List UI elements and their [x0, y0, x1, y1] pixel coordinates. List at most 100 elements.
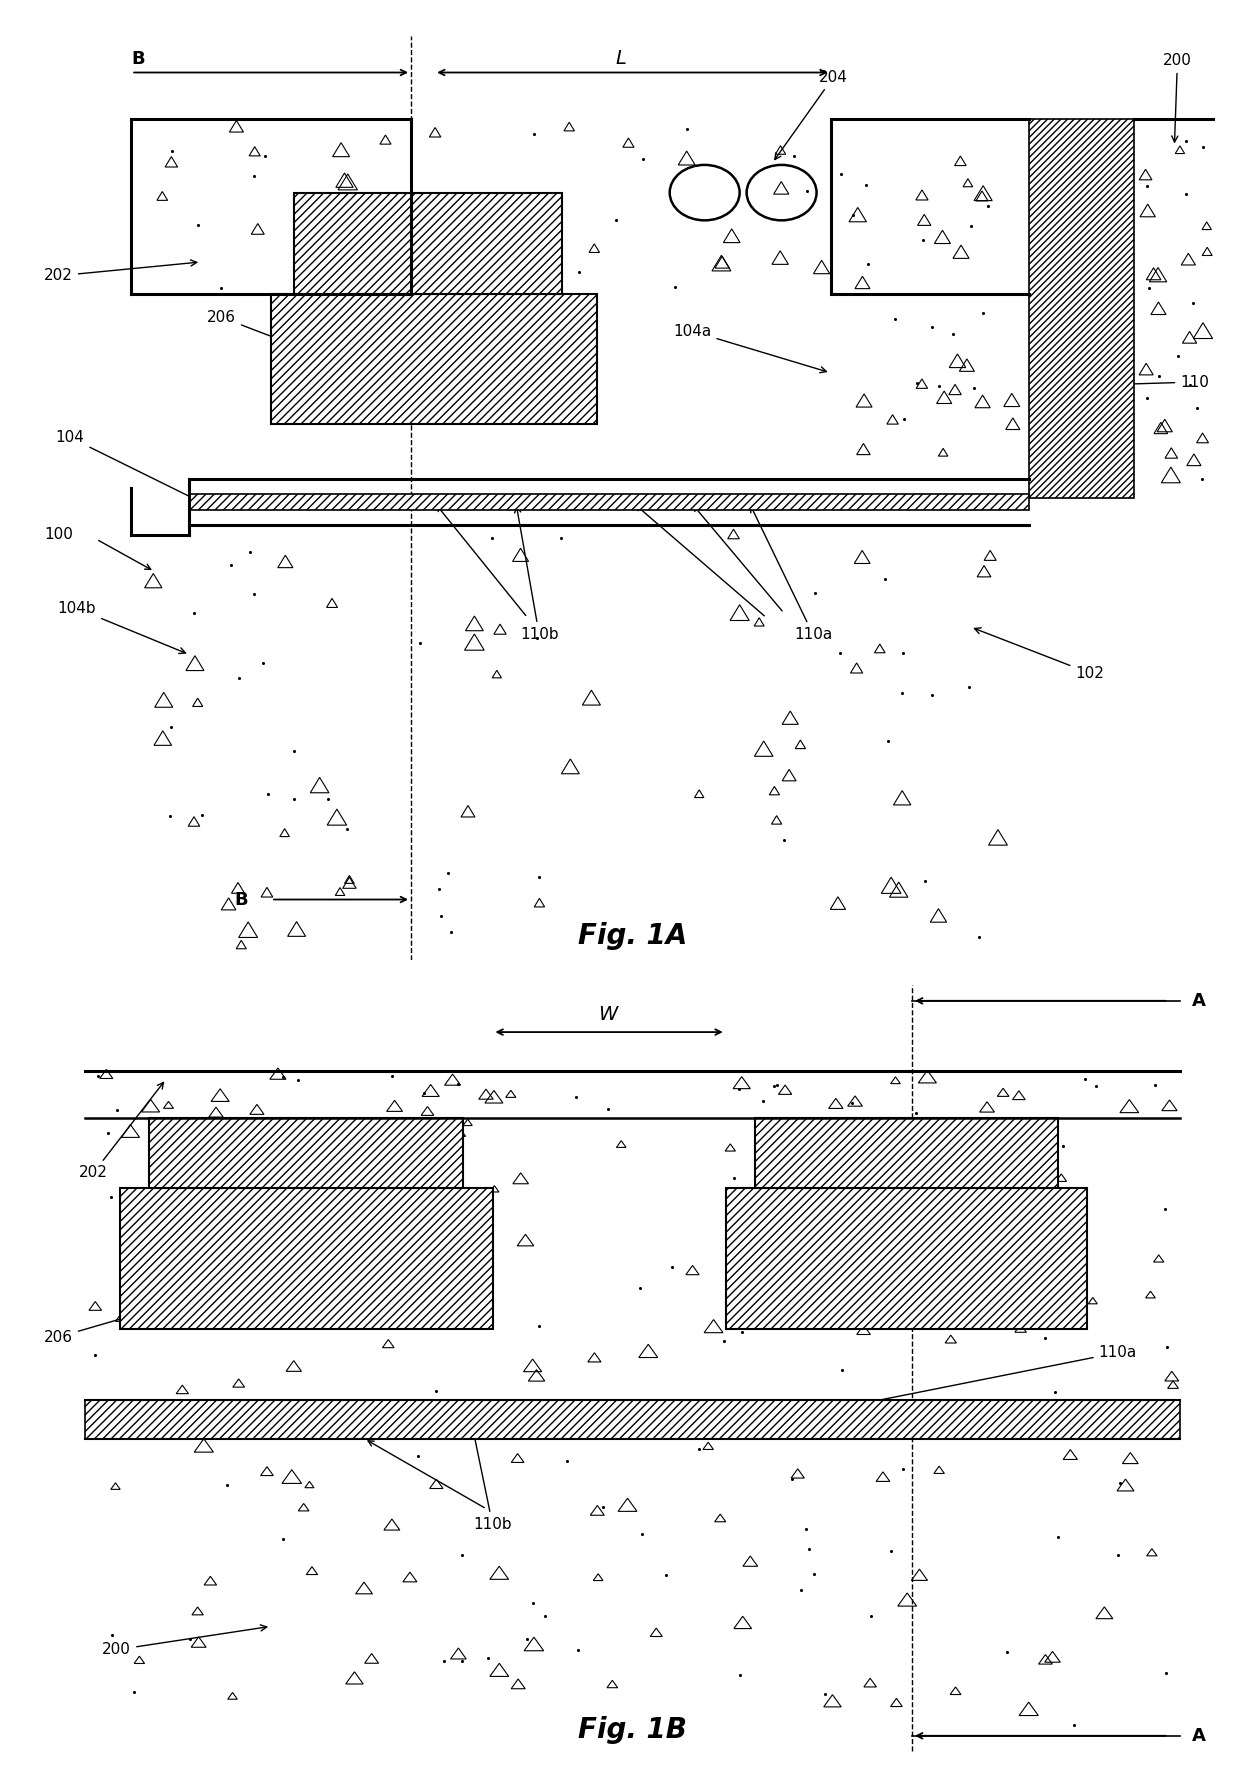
- Point: [425, 1214, 445, 1242]
- Point: [161, 713, 181, 741]
- Point: [472, 1199, 492, 1228]
- Point: [962, 1153, 982, 1182]
- Point: [921, 681, 941, 709]
- Point: [724, 1164, 744, 1192]
- Point: [1137, 384, 1157, 412]
- Point: [315, 1143, 335, 1171]
- Text: A: A: [1192, 992, 1205, 1009]
- Text: 104a: 104a: [673, 323, 826, 373]
- Point: [973, 299, 993, 327]
- Text: 110: 110: [1044, 375, 1209, 389]
- Point: [978, 192, 998, 220]
- Point: [414, 1079, 434, 1107]
- Point: [102, 1621, 122, 1649]
- Point: [729, 1075, 749, 1104]
- Point: [797, 176, 817, 204]
- Point: [244, 579, 264, 608]
- Point: [791, 1576, 811, 1605]
- Text: Fig. 1A: Fig. 1A: [578, 922, 687, 951]
- Text: 110a: 110a: [750, 506, 832, 641]
- Point: [84, 1340, 104, 1368]
- Point: [885, 304, 905, 332]
- Text: 200: 200: [1163, 53, 1192, 142]
- Point: [408, 1441, 428, 1470]
- Point: [438, 858, 458, 887]
- Point: [878, 727, 898, 755]
- Bar: [149, 1118, 464, 1189]
- Point: [1183, 288, 1203, 316]
- Point: [254, 142, 274, 171]
- Point: [425, 1377, 445, 1406]
- Point: [1048, 1523, 1068, 1551]
- Point: [1035, 1324, 1055, 1352]
- Point: [102, 1183, 122, 1212]
- Point: [529, 252, 549, 281]
- Point: [284, 784, 304, 812]
- Text: $L$: $L$: [615, 50, 626, 68]
- Point: [947, 1219, 967, 1247]
- Point: [632, 1519, 652, 1548]
- Point: [857, 171, 877, 199]
- Point: [315, 242, 335, 270]
- Point: [630, 1274, 650, 1303]
- Point: [552, 524, 572, 553]
- Point: [523, 121, 543, 149]
- Point: [831, 160, 851, 188]
- Point: [448, 1070, 467, 1098]
- Point: [162, 137, 182, 165]
- Point: [593, 1493, 613, 1521]
- Point: [429, 874, 449, 903]
- Text: 202: 202: [79, 1082, 164, 1180]
- Point: [1176, 126, 1195, 155]
- Point: [774, 826, 794, 855]
- Point: [830, 640, 849, 668]
- Point: [799, 1535, 818, 1564]
- Point: [108, 1095, 128, 1123]
- Text: 206: 206: [43, 1306, 162, 1345]
- Point: [534, 1601, 554, 1630]
- Point: [805, 579, 825, 608]
- Point: [666, 272, 686, 300]
- Point: [180, 1624, 200, 1653]
- Point: [1075, 1064, 1095, 1093]
- Point: [1168, 341, 1188, 370]
- Point: [656, 1560, 676, 1589]
- Point: [410, 629, 430, 657]
- Text: $W$: $W$: [598, 1006, 620, 1024]
- Point: [963, 373, 983, 402]
- Point: [882, 1537, 901, 1566]
- Point: [784, 142, 804, 171]
- Text: B: B: [131, 50, 145, 68]
- Point: [1110, 1468, 1130, 1496]
- Point: [382, 1061, 402, 1089]
- Point: [211, 274, 231, 302]
- Point: [730, 1660, 750, 1688]
- Point: [268, 1137, 288, 1166]
- Point: [529, 1311, 549, 1340]
- Point: [217, 1471, 237, 1500]
- Point: [337, 814, 357, 842]
- Point: [351, 252, 371, 281]
- Bar: [294, 192, 563, 295]
- Point: [165, 1230, 185, 1258]
- Bar: [84, 1400, 1180, 1439]
- Point: [244, 162, 264, 190]
- Point: [98, 1118, 118, 1146]
- Point: [567, 1082, 587, 1111]
- Point: [677, 116, 697, 144]
- Point: [432, 901, 451, 929]
- Point: [689, 1436, 709, 1464]
- Point: [1064, 1711, 1084, 1740]
- Bar: [119, 1189, 492, 1329]
- Point: [906, 370, 926, 398]
- Point: [1045, 1377, 1065, 1406]
- Point: [848, 1112, 868, 1141]
- Point: [456, 1196, 476, 1224]
- Point: [441, 917, 461, 945]
- Point: [222, 551, 242, 579]
- Point: [453, 1646, 472, 1674]
- Point: [893, 1454, 913, 1482]
- Point: [1149, 361, 1169, 389]
- Text: 102: 102: [975, 627, 1104, 681]
- Point: [915, 867, 935, 896]
